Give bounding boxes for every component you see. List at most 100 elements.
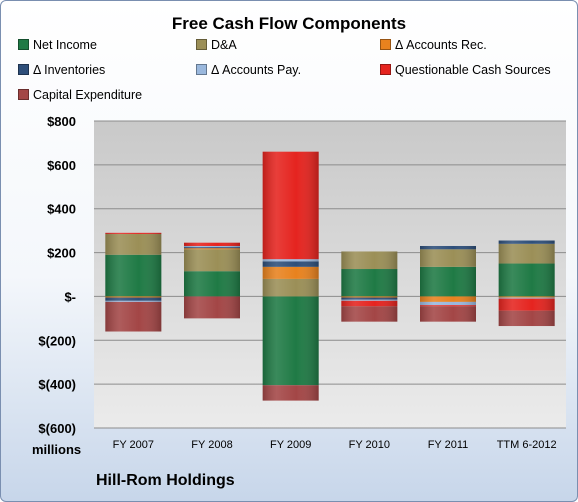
legend-item: Δ Accounts Rec. <box>380 38 487 52</box>
y-tick-label: $400 <box>47 202 76 217</box>
bar-segment <box>262 385 319 401</box>
company-name: Hill-Rom Holdings <box>96 472 235 489</box>
bar-shade <box>341 296 398 298</box>
legend-label: Δ Accounts Rec. <box>395 38 487 52</box>
bar-shade <box>341 251 398 270</box>
bar-segment <box>184 242 240 246</box>
bar-segment <box>105 233 162 255</box>
bar-shade <box>184 245 240 248</box>
bar-segment <box>184 245 240 248</box>
bar-segment <box>498 263 555 297</box>
y-tick-label: $(200) <box>38 333 76 348</box>
bar-shade <box>262 261 319 267</box>
bar-segment <box>262 266 319 279</box>
legend-item: Δ Inventories <box>18 63 105 77</box>
y-tick-label: $800 <box>47 114 76 129</box>
legend-swatch <box>196 39 207 50</box>
bar-segment <box>262 151 319 260</box>
bar-shade <box>262 278 319 297</box>
bar-shade <box>498 298 555 311</box>
bar-shade <box>262 385 319 401</box>
bar-segment <box>105 296 162 298</box>
x-tick-label: FY 2010 <box>349 439 390 451</box>
bar-shade <box>420 296 476 302</box>
bar-shade <box>105 300 162 302</box>
legend-swatch <box>380 39 391 50</box>
bar-shade <box>105 254 162 297</box>
bar-shade <box>498 263 555 297</box>
bar-shade <box>262 259 319 262</box>
bar-segment <box>420 301 476 306</box>
bar-shade <box>420 249 476 267</box>
x-tick-label: FY 2008 <box>191 439 232 451</box>
bar-segment <box>262 261 319 267</box>
y-tick-label: $- <box>64 289 76 304</box>
legend-swatch <box>380 64 391 75</box>
bar-shade <box>105 232 162 234</box>
bar-shade <box>105 233 162 255</box>
bar-shade <box>420 301 476 306</box>
x-tick-label: FY 2007 <box>113 439 154 451</box>
x-tick-label: TTM 6-2012 <box>497 439 557 451</box>
bar-shade <box>341 269 398 297</box>
bar-segment <box>184 248 240 250</box>
bar-shade <box>262 151 319 260</box>
legend-item: Net Income <box>18 38 97 52</box>
bar-segment <box>420 305 476 307</box>
y-tick-label: $(400) <box>38 377 76 392</box>
bar-segment <box>420 306 476 322</box>
bar-shade <box>341 306 398 322</box>
bar-shade <box>184 296 240 319</box>
bar-segment <box>341 306 398 322</box>
bar-shade <box>262 266 319 279</box>
bar-segment <box>262 296 319 386</box>
legend-label: Net Income <box>33 38 97 52</box>
bar-segment <box>420 249 476 267</box>
bar-segment <box>184 296 240 319</box>
bar-segment <box>498 297 555 299</box>
bar-segment <box>498 296 555 298</box>
bar-shade <box>420 245 476 250</box>
bar-segment <box>420 245 476 250</box>
x-tick-label: FY 2009 <box>270 439 311 451</box>
bar-segment <box>341 296 398 298</box>
plot-area <box>94 121 566 428</box>
y-tick-label: $(600) <box>38 421 76 436</box>
bar-segment <box>341 251 398 270</box>
legend-swatch <box>18 64 29 75</box>
legend-item: D&A <box>196 38 237 52</box>
bar-shade <box>341 300 398 307</box>
bar-segment <box>262 259 319 262</box>
units-label: millions <box>32 442 82 457</box>
bar-segment <box>498 310 555 327</box>
legend-swatch <box>18 39 29 50</box>
legend-label: Δ Accounts Pay. <box>211 63 302 77</box>
bar-segment <box>420 266 476 297</box>
legend-item: Capital Expenditure <box>18 88 142 102</box>
bar-segment <box>105 297 162 301</box>
bar-shade <box>420 306 476 322</box>
y-tick-label: $600 <box>47 158 76 173</box>
bar-shade <box>498 243 555 264</box>
bar-shade <box>341 297 398 300</box>
bar-segment <box>341 300 398 307</box>
legend-item: Questionable Cash Sources <box>380 63 551 77</box>
bar-shade <box>184 249 240 272</box>
bar-shade <box>498 297 555 299</box>
legend-label: Δ Inventories <box>33 63 106 77</box>
bar-shade <box>105 301 162 332</box>
bar-segment <box>184 247 240 249</box>
bar-segment <box>105 301 162 332</box>
bar-segment <box>105 254 162 297</box>
bar-segment <box>184 271 240 297</box>
legend-swatch <box>196 64 207 75</box>
bar-segment <box>262 278 319 297</box>
bar-segment <box>498 298 555 311</box>
bar-segment <box>341 297 398 300</box>
bar-segment <box>420 296 476 302</box>
bar-shade <box>498 240 555 244</box>
bar-shade <box>184 247 240 249</box>
legend-item: Δ Accounts Pay. <box>196 63 301 77</box>
bar-shade <box>184 271 240 297</box>
